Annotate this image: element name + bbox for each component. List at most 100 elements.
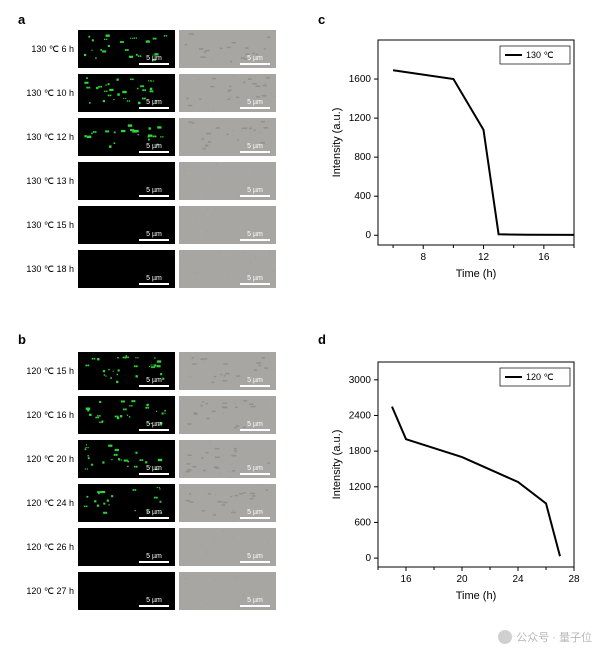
scalebar-line [139, 561, 169, 563]
panel-label-b: b [18, 332, 26, 347]
scalebar-text: 5 µm [247, 55, 263, 62]
scalebar-text: 5 µm [146, 421, 162, 428]
scalebar-line [139, 151, 169, 153]
row-label: 120 ℃ 20 h [18, 454, 74, 465]
fluorescence-image: 5 µm [78, 74, 175, 112]
scalebar-text: 5 µm [247, 187, 263, 194]
scalebar-text: 5 µm [146, 377, 162, 384]
scalebar-text: 5 µm [146, 143, 162, 150]
svg-text:Intensity (a.u.): Intensity (a.u.) [331, 430, 343, 500]
scalebar-text: 5 µm [247, 231, 263, 238]
micrograph-row: 120 ℃ 24 h 5 µm 5 µm [18, 484, 276, 522]
scalebar-line [139, 517, 169, 519]
svg-text:0: 0 [365, 553, 371, 564]
figure-root: a b c d 130 ℃ 6 h5 µm5 µm130 ℃ 10 h5 µm5… [0, 0, 600, 651]
svg-text:1600: 1600 [349, 74, 372, 85]
svg-text:600: 600 [354, 517, 371, 528]
svg-text:16: 16 [538, 252, 550, 263]
chart-d: 0600120018002400300016202428Time (h)Inte… [326, 352, 584, 607]
micrograph-row: 130 ℃ 12 h 5 µm 5 µm [18, 118, 276, 156]
row-label: 130 ℃ 10 h [18, 88, 74, 99]
scalebar-text: 5 µm [146, 275, 162, 282]
fluorescence-image: 5 µm [78, 440, 175, 478]
row-label: 130 ℃ 12 h [18, 132, 74, 143]
wechat-icon [498, 630, 512, 644]
scalebar-line [240, 561, 270, 563]
fluorescence-image: 5 µm [78, 572, 175, 610]
micrograph-row: 130 ℃ 18 h 5 µm 5 µm [18, 250, 276, 288]
svg-text:400: 400 [354, 191, 371, 202]
scalebar-line [240, 517, 270, 519]
scalebar-line [139, 605, 169, 607]
scalebar-line [240, 283, 270, 285]
scalebar-text: 5 µm [247, 377, 263, 384]
scalebar-line [139, 385, 169, 387]
svg-text:12: 12 [478, 252, 490, 263]
fluorescence-image: 5 µm [78, 118, 175, 156]
scalebar-text: 5 µm [146, 55, 162, 62]
scalebar-text: 5 µm [247, 465, 263, 472]
panel-label-c: c [318, 12, 325, 27]
svg-text:Time (h): Time (h) [456, 590, 497, 602]
fluorescence-image: 5 µm [78, 528, 175, 566]
row-label: 120 ℃ 24 h [18, 498, 74, 509]
fluorescence-image: 5 µm [78, 206, 175, 244]
svg-text:120 ℃: 120 ℃ [526, 372, 554, 382]
scalebar-line [240, 385, 270, 387]
brightfield-image: 5 µm [179, 74, 276, 112]
scalebar-text: 5 µm [247, 597, 263, 604]
scalebar-text: 5 µm [146, 231, 162, 238]
brightfield-image: 5 µm [179, 206, 276, 244]
row-label: 120 ℃ 15 h [18, 366, 74, 377]
brightfield-image: 5 µm [179, 162, 276, 200]
scalebar-line [240, 473, 270, 475]
micrograph-row: 130 ℃ 13 h5 µm5 µm [18, 162, 276, 200]
scalebar-line [139, 283, 169, 285]
scalebar-line [240, 107, 270, 109]
watermark: 公众号 · 量子位 [498, 629, 592, 645]
brightfield-image: 5 µm [179, 118, 276, 156]
row-label: 130 ℃ 6 h [18, 44, 74, 55]
scalebar-line [139, 107, 169, 109]
micrograph-row: 130 ℃ 6 h 5 µm 5 µm [18, 30, 276, 68]
scalebar-line [240, 239, 270, 241]
scalebar-line [139, 195, 169, 197]
svg-text:8: 8 [420, 252, 426, 263]
panel-label-d: d [318, 332, 326, 347]
svg-text:28: 28 [568, 574, 580, 585]
fluorescence-image: 5 µm [78, 396, 175, 434]
micrograph-row: 120 ℃ 20 h 5 µm 5 µm [18, 440, 276, 478]
scalebar-line [240, 429, 270, 431]
row-label: 130 ℃ 18 h [18, 264, 74, 275]
brightfield-image: 5 µm [179, 572, 276, 610]
scalebar-line [240, 605, 270, 607]
fluorescence-image: 5 µm [78, 484, 175, 522]
svg-text:1200: 1200 [349, 482, 372, 493]
scalebar-line [240, 63, 270, 65]
chart-c: 04008001200160081216Time (h)Intensity (a… [326, 30, 584, 285]
scalebar-text: 5 µm [247, 509, 263, 516]
scalebar-text: 5 µm [247, 143, 263, 150]
brightfield-image: 5 µm [179, 30, 276, 68]
row-label: 120 ℃ 26 h [18, 542, 74, 553]
scalebar-line [139, 239, 169, 241]
micrograph-row: 120 ℃ 15 h 5 µm 5 µm [18, 352, 276, 390]
scalebar-line [240, 151, 270, 153]
brightfield-image: 5 µm [179, 484, 276, 522]
fluorescence-image: 5 µm [78, 250, 175, 288]
svg-text:0: 0 [365, 230, 371, 241]
scalebar-line [139, 63, 169, 65]
row-label: 120 ℃ 27 h [18, 586, 74, 597]
watermark-text: 公众号 · 量子位 [516, 629, 592, 645]
svg-text:3000: 3000 [349, 375, 372, 386]
scalebar-text: 5 µm [247, 275, 263, 282]
svg-text:130 ℃: 130 ℃ [526, 50, 554, 60]
row-label: 120 ℃ 16 h [18, 410, 74, 421]
svg-text:2400: 2400 [349, 410, 372, 421]
micrograph-row: 130 ℃ 15 h5 µm5 µm [18, 206, 276, 244]
micrograph-row: 120 ℃ 26 h5 µm5 µm [18, 528, 276, 566]
brightfield-image: 5 µm [179, 440, 276, 478]
scalebar-text: 5 µm [146, 465, 162, 472]
brightfield-image: 5 µm [179, 396, 276, 434]
scalebar-text: 5 µm [146, 597, 162, 604]
